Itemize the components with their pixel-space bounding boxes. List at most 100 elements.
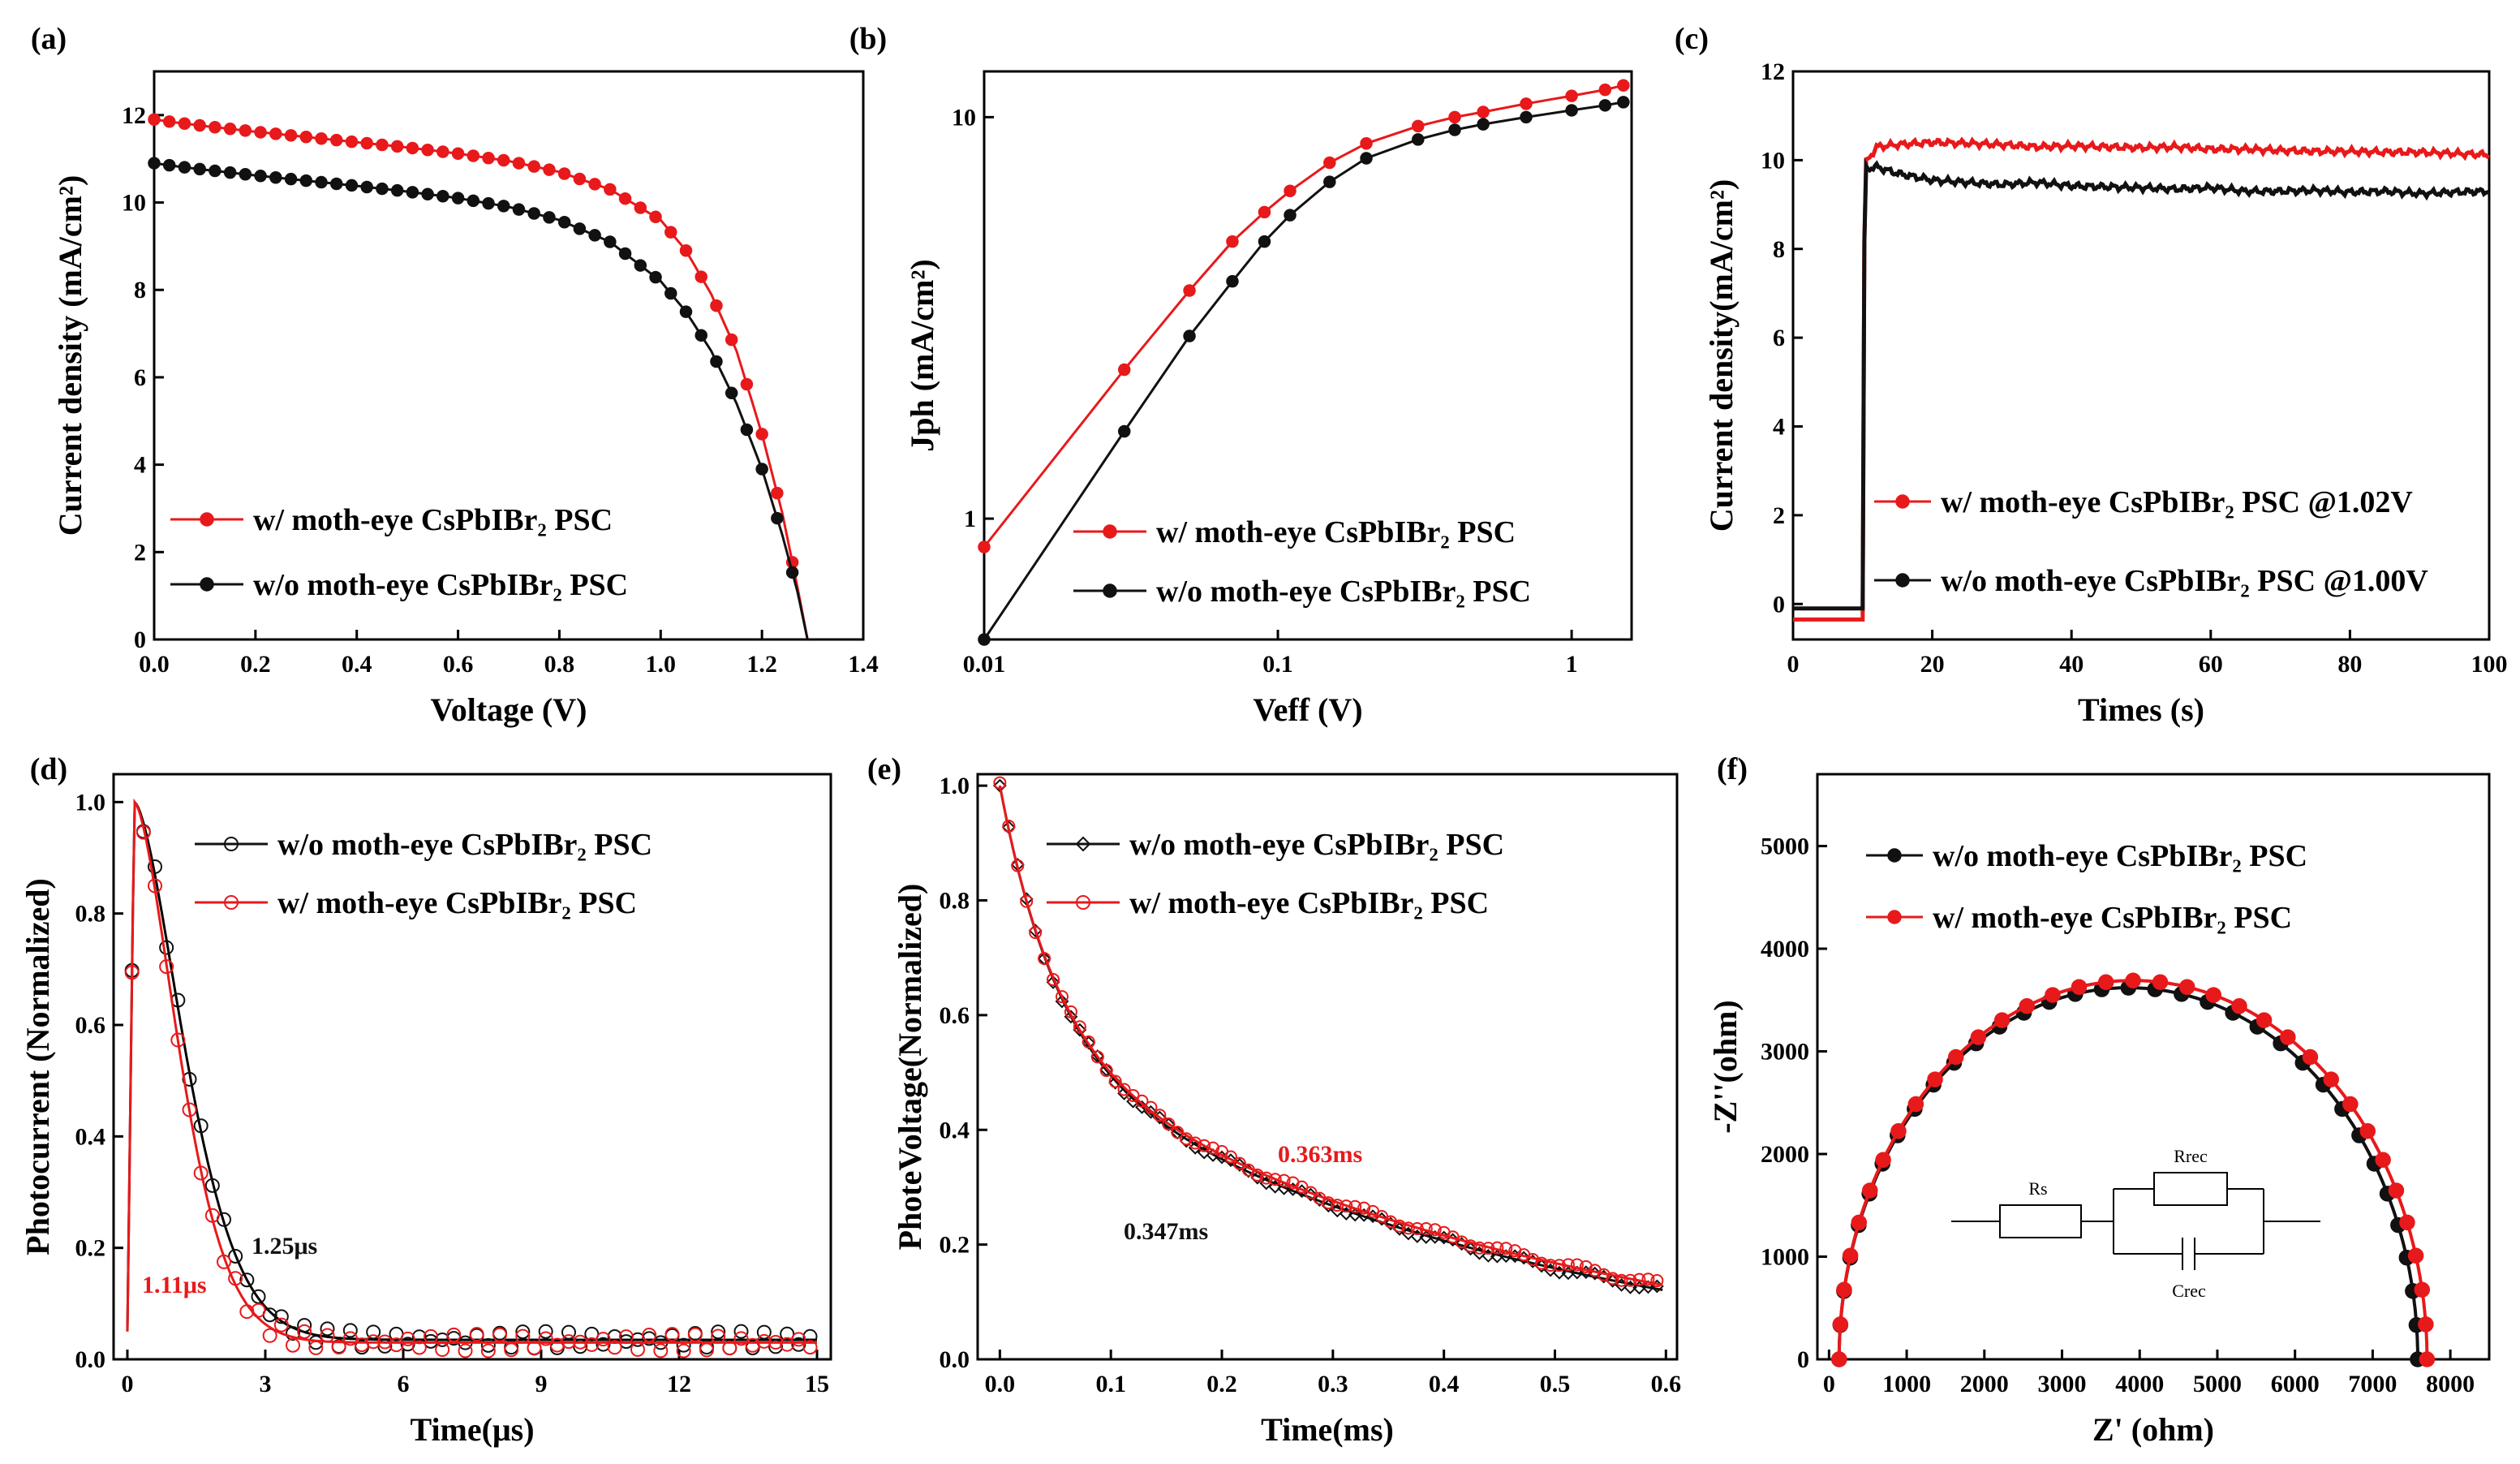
- data-point: [1117, 363, 1131, 377]
- data-point: [711, 1324, 726, 1340]
- panel-c: 0 20 40 60 80 100 0 2 4 6 8 10 12 Times (s) Current de…: [1675, 22, 2508, 728]
- data-point: [1831, 1351, 1847, 1367]
- data-point: [193, 162, 206, 176]
- y-tick-label: 12: [122, 102, 146, 129]
- data-point: [1481, 1242, 1495, 1255]
- data-point: [1392, 1219, 1406, 1233]
- x-axis-label: Z' (ohm): [2092, 1411, 2214, 1448]
- panel-label: (c): [1675, 22, 1709, 56]
- data-point: [2414, 1281, 2431, 1298]
- data-point: [642, 1327, 657, 1342]
- y-tick-label: 0.0: [940, 1346, 970, 1373]
- data-point: [1650, 1274, 1664, 1288]
- data-point: [1348, 1199, 1362, 1213]
- x-tick-label: 8000: [2426, 1371, 2475, 1397]
- data-point: [1011, 859, 1025, 872]
- data-point: [791, 1337, 806, 1352]
- data-point: [239, 168, 252, 181]
- data-point: [345, 135, 359, 149]
- data-point: [1171, 1126, 1185, 1139]
- data-point: [451, 147, 465, 160]
- data-point: [1082, 1036, 1096, 1050]
- data-point: [135, 825, 151, 840]
- data-point: [446, 1327, 462, 1342]
- series-line: [1837, 979, 2429, 1359]
- data-point: [607, 1340, 622, 1355]
- x-tick-label: 0.2: [1206, 1371, 1237, 1397]
- series-line: [153, 118, 809, 640]
- data-point: [1360, 137, 1373, 150]
- x-axis-label: Time(μs): [410, 1411, 534, 1448]
- legend-label: w/ moth-eye CsPbIBr₂ PSC: [277, 886, 637, 920]
- data-point: [1064, 1010, 1078, 1024]
- y-tick-label: 5000: [1761, 833, 1809, 860]
- data-point: [1284, 184, 1297, 198]
- data-point: [1055, 990, 1069, 1004]
- data-point: [2231, 998, 2247, 1014]
- legend-label: w/ moth-eye CsPbIBr₂ PSC: [1156, 515, 1516, 549]
- data-point: [320, 1321, 335, 1337]
- data-point: [148, 878, 162, 893]
- data-point: [1520, 110, 1533, 124]
- data-point: [2323, 1071, 2339, 1087]
- panel-f: 0 1000 2000 3000 4000 5000 6000 7000 8000 0 1000 20…: [1707, 752, 2491, 1448]
- x-tick-label: 2000: [1960, 1371, 2009, 1397]
- y-tick-label: 4: [1773, 414, 1785, 441]
- annotation-text: 1.11μs: [142, 1272, 207, 1298]
- data-point: [2418, 1316, 2434, 1333]
- data-point: [1615, 1273, 1628, 1287]
- data-point: [1117, 1083, 1131, 1096]
- data-point: [676, 1337, 691, 1353]
- data-point: [1410, 1222, 1424, 1236]
- data-point: [1250, 1168, 1264, 1182]
- data-point: [978, 633, 991, 646]
- data-point: [1183, 329, 1196, 342]
- x-axis-label: Times (s): [2078, 691, 2204, 728]
- y-tick-label: 0.2: [940, 1232, 970, 1259]
- y-tick-label: 10: [952, 104, 976, 131]
- y-tick-label: 0.6: [75, 1012, 106, 1039]
- data-point: [2388, 1182, 2405, 1199]
- data-point: [527, 207, 540, 220]
- data-point: [342, 1323, 358, 1338]
- data-point: [1851, 1214, 1868, 1231]
- data-point: [1348, 1208, 1362, 1222]
- data-point: [1099, 1064, 1113, 1078]
- data-point: [299, 174, 313, 187]
- data-point: [664, 1327, 680, 1342]
- data-point: [262, 1328, 277, 1343]
- y-tick-label: 1.0: [940, 773, 970, 799]
- data-point: [1082, 1035, 1095, 1048]
- data-point: [411, 1340, 427, 1355]
- data-point: [756, 1333, 772, 1349]
- data-point: [424, 1333, 438, 1349]
- x-tick-label: 0.3: [1318, 1371, 1348, 1397]
- x-tick-label: 0.5: [1540, 1371, 1571, 1397]
- data-point: [148, 113, 161, 126]
- panel-a: 0.0 0.2 0.4 0.6 0.8 1.0 1.2 1.4 0 2 4 6 8 10 12 Voltage…: [31, 22, 879, 728]
- x-axis-label: Veff (V): [1253, 691, 1362, 728]
- fit-line: [126, 799, 817, 1341]
- data-point: [345, 179, 359, 192]
- data-point: [527, 160, 540, 173]
- y-tick-label: 0.4: [940, 1117, 970, 1143]
- data-point: [512, 203, 526, 216]
- data-point: [492, 1327, 507, 1342]
- data-point: [193, 1165, 209, 1181]
- data-point: [711, 1328, 726, 1344]
- data-point: [1064, 1005, 1077, 1018]
- data-point: [228, 1271, 243, 1286]
- data-point: [2375, 1152, 2391, 1169]
- panel-d: 0 3 6 9 12 15 0.0 0.2 0.4 0.6 0.8 1.0 Time(μs) Photoc…: [19, 752, 832, 1448]
- data-point: [1331, 1199, 1344, 1212]
- y-axis-label: Current density(mA/cm²): [1703, 179, 1739, 532]
- data-point: [1890, 1122, 1907, 1139]
- data-point: [1360, 152, 1373, 165]
- data-point: [1144, 1100, 1158, 1114]
- data-point: [1323, 156, 1336, 170]
- data-point: [315, 131, 328, 145]
- data-point: [193, 118, 206, 132]
- data-point: [768, 1335, 783, 1350]
- y-tick-label: 6: [134, 364, 146, 391]
- data-point: [1579, 1259, 1593, 1273]
